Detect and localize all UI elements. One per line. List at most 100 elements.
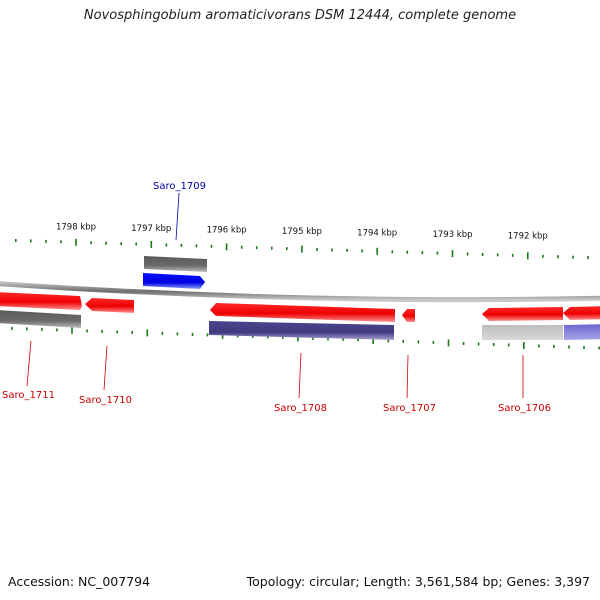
gene-next-homolog-bar[interactable] xyxy=(564,324,600,340)
gene-label-leaders xyxy=(26,192,524,399)
inner-minor-tick xyxy=(161,331,164,335)
inner-major-tick xyxy=(447,339,450,347)
outer-minor-tick xyxy=(572,255,574,259)
scale-tick-label: 1796 kbp xyxy=(207,226,247,236)
outer-minor-tick xyxy=(421,251,424,255)
inner-minor-tick xyxy=(402,339,405,343)
outer-major-tick xyxy=(451,250,454,258)
label-saro-1710[interactable]: Saro_1710 xyxy=(79,395,132,406)
inner-minor-tick xyxy=(568,345,570,349)
gene-saro-1709-arrow[interactable] xyxy=(143,273,205,289)
outer-tick-track xyxy=(15,238,589,260)
inner-minor-tick xyxy=(251,334,254,338)
outer-minor-tick xyxy=(120,242,122,246)
outer-major-tick xyxy=(376,247,378,255)
inner-minor-tick xyxy=(357,338,359,342)
inner-major-tick xyxy=(372,336,374,344)
inner-minor-tick xyxy=(206,333,209,337)
inner-major-tick xyxy=(146,329,149,337)
inner-minor-tick xyxy=(267,335,269,339)
inner-minor-tick xyxy=(553,345,555,348)
gene-saro-1706-arrow[interactable] xyxy=(482,307,563,321)
outer-minor-tick xyxy=(436,251,439,255)
label-saro-1706[interactable]: Saro_1706 xyxy=(498,403,551,414)
outer-minor-tick xyxy=(587,256,589,260)
outer-minor-tick xyxy=(316,248,318,251)
inner-minor-tick xyxy=(432,340,435,344)
outer-minor-tick xyxy=(195,244,198,248)
scale-labels: 1798 kbp 1797 kbp 1796 kbp 1795 kbp 1794 kbp… xyxy=(56,223,548,242)
inner-minor-tick xyxy=(56,328,58,332)
inner-minor-tick xyxy=(477,342,480,346)
gene-saro-1708-arrow[interactable] xyxy=(210,303,395,322)
outer-minor-tick xyxy=(286,247,288,251)
outer-minor-tick xyxy=(60,240,62,244)
inner-tick-track xyxy=(11,326,600,350)
inner-minor-tick xyxy=(101,329,103,333)
inner-minor-tick xyxy=(312,336,314,340)
inner-minor-tick xyxy=(11,326,13,330)
genome-info-text: Topology: circular; Length: 3,561,584 bp… xyxy=(246,574,590,589)
inner-minor-tick xyxy=(282,335,284,339)
gene-next-arrow[interactable] xyxy=(563,306,600,320)
gene-saro-1706-homolog-bar[interactable] xyxy=(482,325,563,340)
gene-saro-1709-homolog-bar[interactable] xyxy=(144,256,207,272)
outer-minor-tick xyxy=(135,242,137,246)
inner-minor-tick xyxy=(131,330,133,334)
outer-major-tick xyxy=(225,243,228,251)
gene-saro-1707-arrow[interactable] xyxy=(402,309,415,322)
gene-saro-1708-homolog-bar[interactable] xyxy=(209,321,394,340)
label-saro-1709[interactable]: Saro_1709 xyxy=(153,181,206,192)
outer-minor-tick xyxy=(406,250,409,254)
leader-saro-1709 xyxy=(175,192,180,241)
scale-tick-label: 1797 kbp xyxy=(131,224,171,234)
scale-tick-label: 1793 kbp xyxy=(432,230,472,240)
inner-minor-tick xyxy=(116,330,118,334)
outer-minor-tick xyxy=(45,239,47,243)
inner-minor-tick xyxy=(176,332,179,336)
outer-major-tick xyxy=(75,238,77,246)
inner-minor-tick xyxy=(598,346,600,350)
label-saro-1708[interactable]: Saro_1708 xyxy=(274,403,327,414)
inner-minor-tick xyxy=(342,337,344,341)
genome-backbone xyxy=(0,281,600,303)
gene-saro-1710-arrow[interactable] xyxy=(85,298,134,313)
outer-minor-tick xyxy=(30,239,32,243)
inner-minor-tick xyxy=(41,327,43,331)
inner-minor-tick xyxy=(417,340,420,344)
label-saro-1707[interactable]: Saro_1707 xyxy=(383,403,436,414)
inner-minor-tick xyxy=(86,329,88,333)
inner-minor-tick xyxy=(507,343,510,347)
inner-major-tick xyxy=(221,331,224,339)
inner-major-tick xyxy=(523,342,525,349)
leader-saro-1708 xyxy=(298,352,302,399)
gene-saro-1711-arrow[interactable] xyxy=(0,292,82,310)
scale-tick-label: 1792 kbp xyxy=(508,232,548,242)
outer-minor-tick xyxy=(511,253,514,257)
inner-minor-tick xyxy=(387,339,390,343)
outer-minor-tick xyxy=(331,248,333,252)
outer-minor-tick xyxy=(105,241,107,245)
inner-minor-tick xyxy=(583,346,585,349)
accession-text: Accession: NC_007794 xyxy=(8,574,151,589)
inner-minor-tick xyxy=(191,332,194,336)
leader-saro-1711 xyxy=(26,340,32,387)
outer-minor-tick xyxy=(557,255,559,259)
inner-minor-tick xyxy=(492,343,495,346)
inner-minor-tick xyxy=(327,337,329,341)
outer-minor-tick xyxy=(15,239,17,242)
leader-saro-1707 xyxy=(406,354,409,399)
scale-tick-label: 1794 kbp xyxy=(357,229,397,239)
outer-minor-tick xyxy=(391,250,394,254)
inner-major-tick xyxy=(297,334,299,342)
outer-minor-tick xyxy=(496,253,499,257)
inner-minor-tick xyxy=(462,342,465,345)
outer-minor-tick xyxy=(361,249,363,253)
label-saro-1711[interactable]: Saro_1711 xyxy=(2,390,55,401)
outer-minor-tick xyxy=(240,245,243,249)
gene-features xyxy=(0,256,600,340)
inner-minor-tick xyxy=(26,327,28,331)
gene-saro-1711-homolog-bar[interactable] xyxy=(0,310,81,328)
